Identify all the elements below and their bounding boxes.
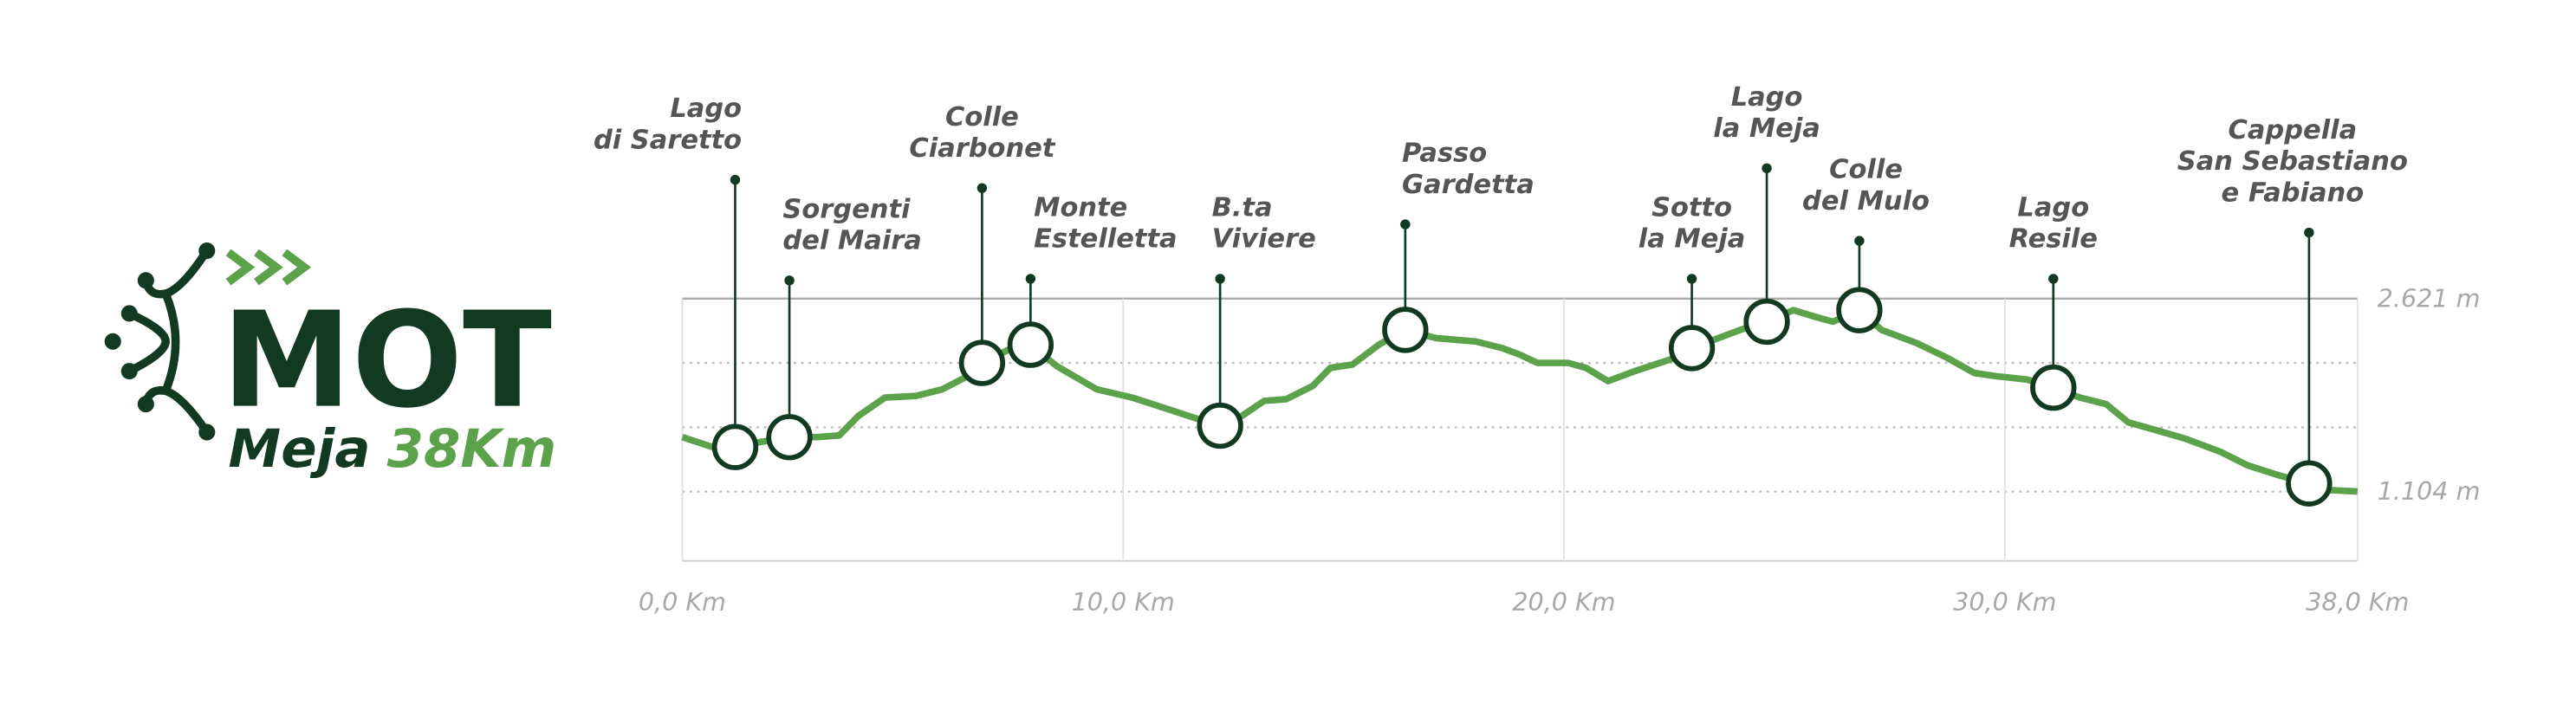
waypoint-label: Monte bbox=[1034, 193, 1127, 223]
waypoint-stem-dot bbox=[1400, 219, 1411, 229]
waypoint-label: B.ta bbox=[1212, 193, 1273, 223]
waypoint-marker bbox=[1668, 325, 1716, 372]
waypoint-label: Colle bbox=[1829, 155, 1903, 185]
waypoint-marker bbox=[1197, 402, 1243, 449]
waypoint-label: Colle bbox=[945, 102, 1019, 133]
waypoint-stem-dot bbox=[1686, 274, 1697, 284]
waypoint-stem-dot bbox=[1762, 163, 1772, 174]
waypoint-stem-dot bbox=[2048, 274, 2059, 284]
waypoint-label: e Fabiano bbox=[2222, 178, 2365, 208]
waypoint-marker bbox=[1382, 307, 1429, 353]
y-tick-label: 1.104 m bbox=[2378, 476, 2481, 506]
waypoint-marker bbox=[2286, 460, 2333, 507]
x-tick-label: 10,0 Km bbox=[1072, 587, 1175, 617]
waypoint-label: Sotto bbox=[1651, 193, 1732, 223]
waypoint-label: Lago bbox=[1731, 82, 1803, 113]
waypoint-marker bbox=[1007, 321, 1054, 368]
waypoint-label: la Meja bbox=[1638, 224, 1746, 255]
plot: 2.621 m 1.104 m 0,0 Km 10,0 Km 20,0 Km 30,0 K… bbox=[594, 82, 2480, 617]
waypoint-marker bbox=[2030, 364, 2077, 411]
waypoint-label: San Sebastiano bbox=[2177, 146, 2408, 177]
waypoint-label: Sorgenti bbox=[782, 194, 911, 224]
waypoint-stem-dot bbox=[784, 275, 795, 286]
y-tick-label: 2.621 m bbox=[2378, 283, 2481, 313]
waypoint-marker bbox=[958, 339, 1006, 386]
waypoint-label: Estelletta bbox=[1034, 224, 1177, 255]
waypoint-label: di Saretto bbox=[594, 125, 742, 155]
waypoint-label: Cappella bbox=[2229, 115, 2358, 145]
waypoint-label: Resile bbox=[2009, 224, 2098, 255]
logo-title: MOT bbox=[222, 284, 552, 437]
logo-name: Meja bbox=[229, 418, 371, 480]
logo-chevrons bbox=[225, 249, 312, 286]
waypoint-label: Viviere bbox=[1212, 224, 1316, 255]
waypoint-marker bbox=[1836, 287, 1883, 333]
waypoint-stem-dot bbox=[1025, 274, 1036, 284]
logo-dots bbox=[104, 242, 216, 441]
waypoint-marker bbox=[766, 414, 813, 461]
logo-distance: 38Km bbox=[387, 418, 557, 480]
waypoint-label: la Meja bbox=[1713, 113, 1820, 144]
logo: MOT Meja 38Km bbox=[104, 242, 557, 480]
waypoint-label: Ciarbonet bbox=[909, 133, 1055, 164]
x-tick-label: 20,0 Km bbox=[1512, 587, 1615, 617]
waypoint-label: del Mulo bbox=[1802, 186, 1930, 217]
waypoint-stem-dot bbox=[730, 174, 741, 185]
waypoint-stem-dot bbox=[1854, 236, 1865, 246]
waypoint-label: Lago bbox=[2017, 193, 2089, 223]
x-tick-label: 38,0 Km bbox=[2306, 587, 2409, 617]
waypoint-label: Gardetta bbox=[1402, 170, 1535, 200]
waypoint-stem-dot bbox=[2304, 227, 2314, 238]
waypoint-label: del Maira bbox=[782, 226, 921, 256]
waypoint-label: Passo bbox=[1402, 139, 1487, 169]
x-tick-label: 30,0 Km bbox=[1953, 587, 2056, 617]
waypoint-marker bbox=[1743, 298, 1790, 346]
x-tick-label: 0,0 Km bbox=[639, 587, 726, 617]
waypoint-marker bbox=[711, 423, 759, 470]
logo-cross bbox=[125, 246, 211, 436]
waypoint-label: Lago bbox=[670, 94, 742, 124]
logo-subtitle: Meja 38Km bbox=[229, 418, 557, 480]
profile-line bbox=[681, 307, 2359, 495]
waypoint-stem-dot bbox=[977, 183, 988, 193]
waypoint-stem-dot bbox=[1215, 274, 1225, 284]
